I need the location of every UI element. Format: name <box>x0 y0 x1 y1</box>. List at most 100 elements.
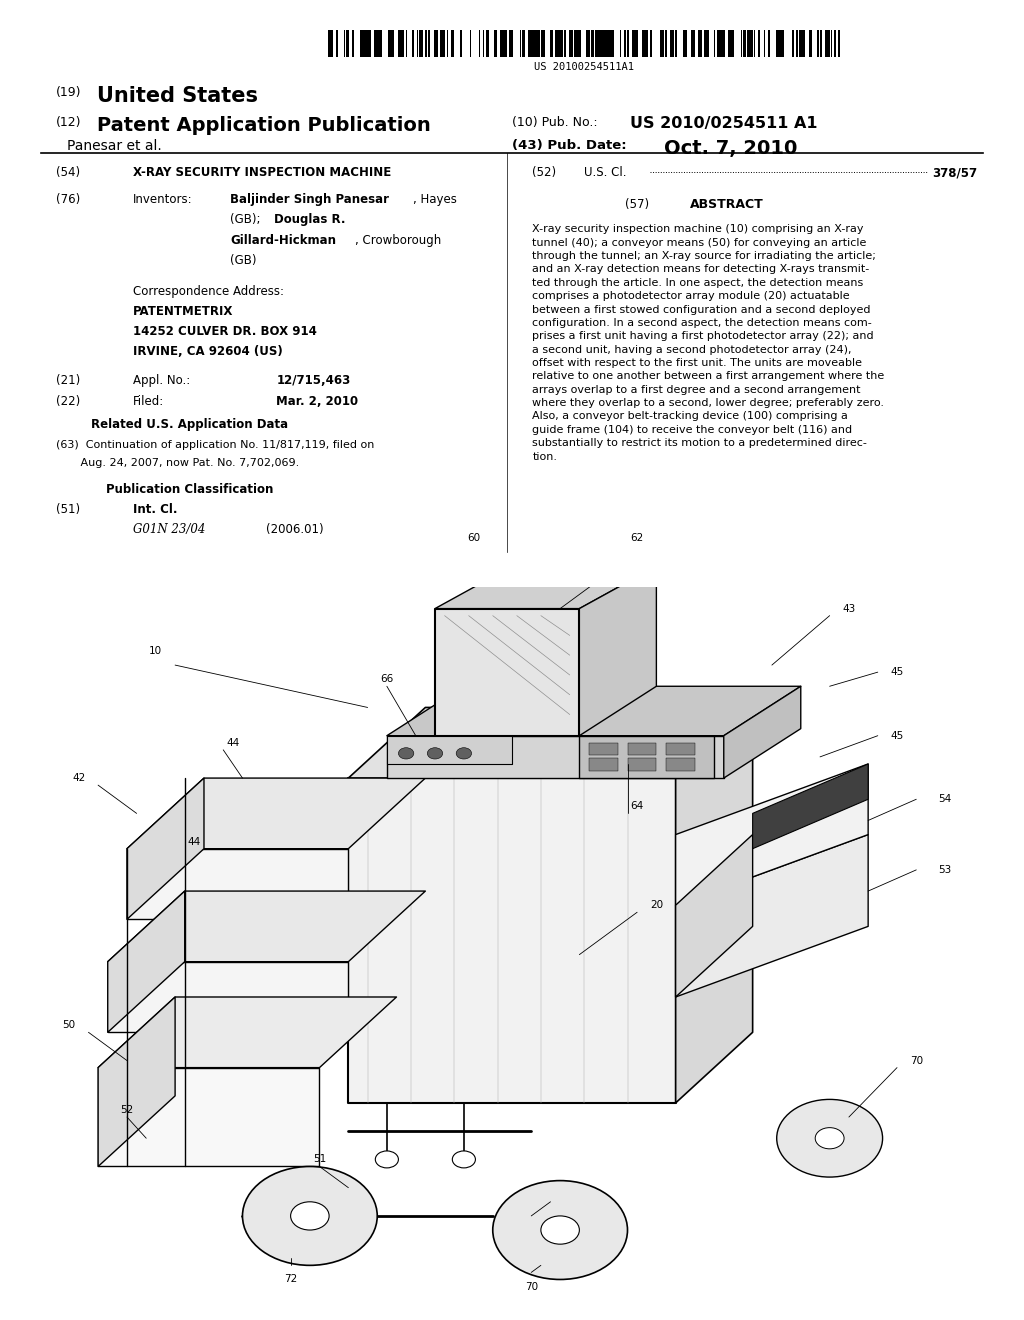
Bar <box>777 30 779 57</box>
Bar <box>388 30 389 57</box>
Bar <box>660 30 662 57</box>
Bar <box>728 30 731 57</box>
Bar <box>647 30 648 57</box>
Bar <box>512 30 513 57</box>
Bar <box>446 30 449 57</box>
Text: 53: 53 <box>939 865 951 875</box>
Text: , Hayes: , Hayes <box>413 193 457 206</box>
Text: (54): (54) <box>56 166 81 180</box>
Bar <box>419 30 421 57</box>
Text: 66: 66 <box>380 675 393 684</box>
Polygon shape <box>108 891 425 962</box>
Text: 45: 45 <box>891 731 903 741</box>
Bar <box>743 30 744 57</box>
Polygon shape <box>108 962 348 1032</box>
Bar <box>675 30 677 57</box>
Bar <box>555 30 557 57</box>
Bar <box>532 30 536 57</box>
Bar <box>328 30 331 57</box>
Text: IRVINE, CA 92604 (US): IRVINE, CA 92604 (US) <box>133 345 283 358</box>
Bar <box>793 30 794 57</box>
Circle shape <box>243 1167 377 1266</box>
Bar <box>607 30 610 57</box>
Circle shape <box>541 1216 580 1245</box>
Text: 20: 20 <box>650 900 663 911</box>
Bar <box>469 30 471 57</box>
Bar <box>604 30 607 57</box>
Bar <box>564 30 565 57</box>
Bar <box>601 30 604 57</box>
Bar <box>368 30 371 57</box>
Polygon shape <box>127 777 204 919</box>
Polygon shape <box>127 777 425 849</box>
Polygon shape <box>628 743 656 755</box>
Bar <box>826 30 827 57</box>
Bar <box>528 30 530 57</box>
Text: X-RAY SECURITY INSPECTION MACHINE: X-RAY SECURITY INSPECTION MACHINE <box>133 166 391 180</box>
Bar <box>560 30 563 57</box>
Circle shape <box>453 1151 475 1168</box>
Bar <box>579 30 581 57</box>
Bar <box>509 30 512 57</box>
Bar <box>597 30 600 57</box>
Circle shape <box>376 1151 398 1168</box>
Bar <box>360 30 364 57</box>
Text: G01N 23/04: G01N 23/04 <box>133 523 206 536</box>
Bar <box>830 30 831 57</box>
Text: Publication Classification: Publication Classification <box>105 483 273 496</box>
Bar <box>740 30 742 57</box>
Bar <box>380 30 382 57</box>
Bar <box>574 30 577 57</box>
Text: Filed:: Filed: <box>133 395 165 408</box>
Text: 44: 44 <box>187 837 201 846</box>
Bar <box>479 30 480 57</box>
Bar <box>672 30 674 57</box>
Text: 62: 62 <box>631 533 644 543</box>
Bar <box>650 30 652 57</box>
Bar <box>400 30 403 57</box>
Bar <box>683 30 685 57</box>
Bar <box>398 30 399 57</box>
Text: (GB): (GB) <box>230 253 257 267</box>
Polygon shape <box>127 849 348 919</box>
Bar <box>744 30 745 57</box>
Bar <box>714 30 715 57</box>
Bar <box>803 30 805 57</box>
Bar <box>487 30 488 57</box>
Polygon shape <box>753 764 868 849</box>
Text: Appl. No.:: Appl. No.: <box>133 374 190 387</box>
Circle shape <box>291 1201 329 1230</box>
Bar <box>817 30 819 57</box>
Polygon shape <box>676 764 868 906</box>
Bar <box>559 30 560 57</box>
Text: Aug. 24, 2007, now Pat. No. 7,702,069.: Aug. 24, 2007, now Pat. No. 7,702,069. <box>56 458 300 469</box>
Text: (22): (22) <box>56 395 81 408</box>
Text: 42: 42 <box>73 774 85 783</box>
Text: 70: 70 <box>909 1056 923 1065</box>
Bar <box>367 30 368 57</box>
Bar <box>723 30 725 57</box>
Bar <box>389 30 391 57</box>
Bar <box>610 30 612 57</box>
Bar <box>440 30 442 57</box>
Text: Inventors:: Inventors: <box>133 193 193 206</box>
Bar <box>591 30 592 57</box>
Polygon shape <box>676 708 753 1104</box>
Polygon shape <box>387 735 724 777</box>
Bar <box>589 30 590 57</box>
Bar <box>824 30 826 57</box>
Text: 72: 72 <box>284 1275 297 1284</box>
Bar <box>502 30 505 57</box>
Text: (19): (19) <box>56 86 82 99</box>
Bar <box>645 30 647 57</box>
Polygon shape <box>589 743 617 755</box>
Text: (52): (52) <box>532 166 557 180</box>
Polygon shape <box>676 834 753 997</box>
Text: (10) Pub. No.:: (10) Pub. No.: <box>512 116 598 129</box>
Bar <box>691 30 692 57</box>
Bar <box>543 30 545 57</box>
Bar <box>628 30 630 57</box>
Bar <box>536 30 539 57</box>
Bar <box>460 30 462 57</box>
Polygon shape <box>580 566 656 735</box>
